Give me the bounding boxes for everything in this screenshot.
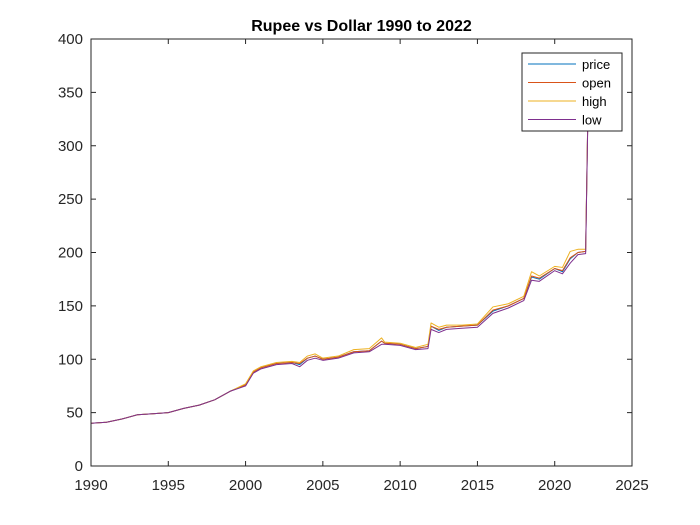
- legend-box: [521, 52, 623, 132]
- x-tick-label: 1990: [74, 477, 107, 494]
- x-tick-label: 2015: [461, 477, 494, 494]
- y-tick-label: 150: [58, 298, 83, 315]
- x-tick-label: 2000: [229, 477, 262, 494]
- axis-ticks: 1990 1995 2000 2005 2010 2015 2020 2025 0 50 100 15…: [58, 31, 649, 494]
- legend: price open high low: [521, 52, 623, 132]
- legend-label-low: low: [582, 113, 602, 128]
- legend-label-open: open: [582, 76, 611, 91]
- y-tick-label: 350: [58, 84, 83, 101]
- chart-title: Rupee vs Dollar 1990 to 2022: [251, 18, 472, 35]
- x-tick-label: 2020: [538, 477, 571, 494]
- x-tick-label: 2005: [306, 477, 339, 494]
- legend-label-high: high: [582, 94, 607, 109]
- legend-label-price: price: [582, 57, 610, 72]
- series-lines: [90, 60, 590, 424]
- x-tick-label: 2025: [615, 477, 648, 494]
- y-tick-label: 300: [58, 138, 83, 155]
- y-tick-label: 50: [66, 405, 83, 422]
- y-tick-label: 100: [58, 351, 83, 368]
- series-line-low: [90, 65, 590, 424]
- y-tick-label: 250: [58, 191, 83, 208]
- y-tick-label: 400: [58, 31, 83, 48]
- y-tick-label: 0: [75, 458, 83, 475]
- x-tick-label: 2010: [383, 477, 416, 494]
- y-tick-label: 200: [58, 245, 83, 262]
- x-tick-label: 1995: [152, 477, 185, 494]
